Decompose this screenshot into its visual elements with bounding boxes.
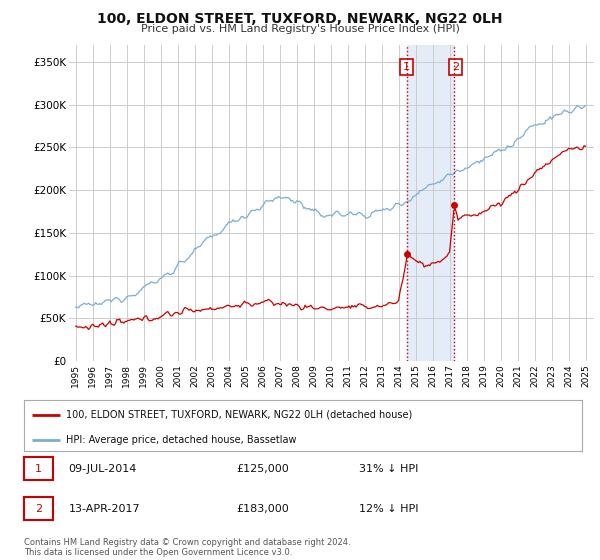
Bar bbox=[24, 457, 53, 480]
Text: 1: 1 bbox=[403, 62, 410, 72]
Text: 12% ↓ HPI: 12% ↓ HPI bbox=[359, 503, 418, 514]
Text: Price paid vs. HM Land Registry's House Price Index (HPI): Price paid vs. HM Land Registry's House … bbox=[140, 24, 460, 34]
Bar bbox=[24, 497, 53, 520]
Text: 1: 1 bbox=[35, 464, 42, 474]
Text: 13-APR-2017: 13-APR-2017 bbox=[68, 503, 140, 514]
Text: £183,000: £183,000 bbox=[236, 503, 289, 514]
Bar bbox=[407, 45, 454, 361]
Text: 2: 2 bbox=[35, 503, 42, 514]
Text: 100, ELDON STREET, TUXFORD, NEWARK, NG22 0LH (detached house): 100, ELDON STREET, TUXFORD, NEWARK, NG22… bbox=[66, 409, 412, 419]
Text: 09-JUL-2014: 09-JUL-2014 bbox=[68, 464, 137, 474]
Text: 100, ELDON STREET, TUXFORD, NEWARK, NG22 0LH: 100, ELDON STREET, TUXFORD, NEWARK, NG22… bbox=[97, 12, 503, 26]
Text: Contains HM Land Registry data © Crown copyright and database right 2024.
This d: Contains HM Land Registry data © Crown c… bbox=[24, 538, 350, 557]
Text: 31% ↓ HPI: 31% ↓ HPI bbox=[359, 464, 418, 474]
Text: 2: 2 bbox=[452, 62, 459, 72]
Text: £125,000: £125,000 bbox=[236, 464, 289, 474]
Text: HPI: Average price, detached house, Bassetlaw: HPI: Average price, detached house, Bass… bbox=[66, 435, 296, 445]
